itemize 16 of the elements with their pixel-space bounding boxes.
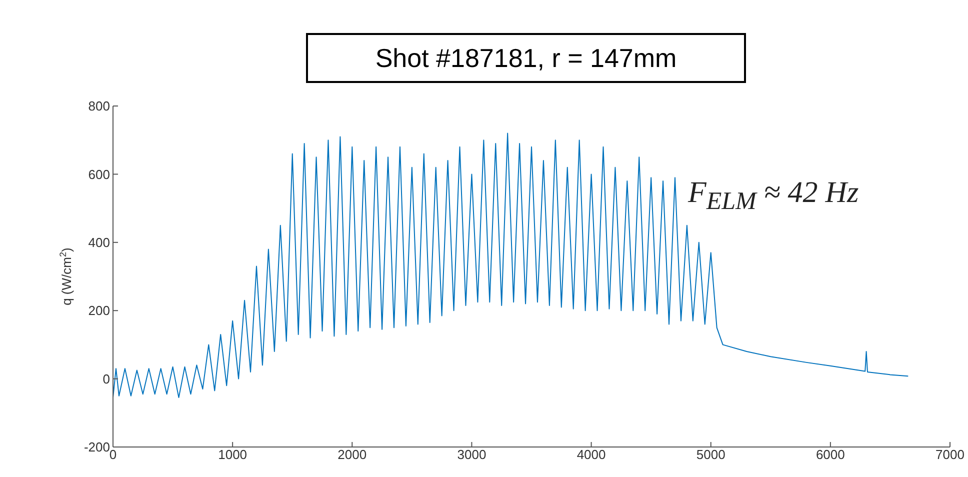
x-tick-label: 2000 bbox=[338, 447, 367, 462]
x-tick-label: 5000 bbox=[696, 447, 726, 462]
chart-title: Shot #187181, r = 147mm bbox=[306, 33, 746, 83]
y-tick-label: 600 bbox=[88, 166, 110, 182]
x-tick-label: 3000 bbox=[457, 447, 486, 462]
y-tick-label: 800 bbox=[88, 98, 110, 114]
x-tick-label: 6000 bbox=[816, 447, 845, 462]
y-tick-label: -200 bbox=[84, 440, 110, 455]
y-tick-label: 400 bbox=[88, 235, 110, 250]
x-tick-label: 1000 bbox=[218, 447, 248, 462]
line-series bbox=[113, 132, 909, 398]
x-tick-label: 4000 bbox=[576, 447, 606, 462]
y-tick-label: 0 bbox=[102, 371, 110, 386]
x-tick-label: 7000 bbox=[936, 447, 964, 462]
y-tick-label: 200 bbox=[88, 303, 110, 318]
annotation: F$_{ELM}$ ≈ 42 Hz bbox=[688, 176, 859, 216]
